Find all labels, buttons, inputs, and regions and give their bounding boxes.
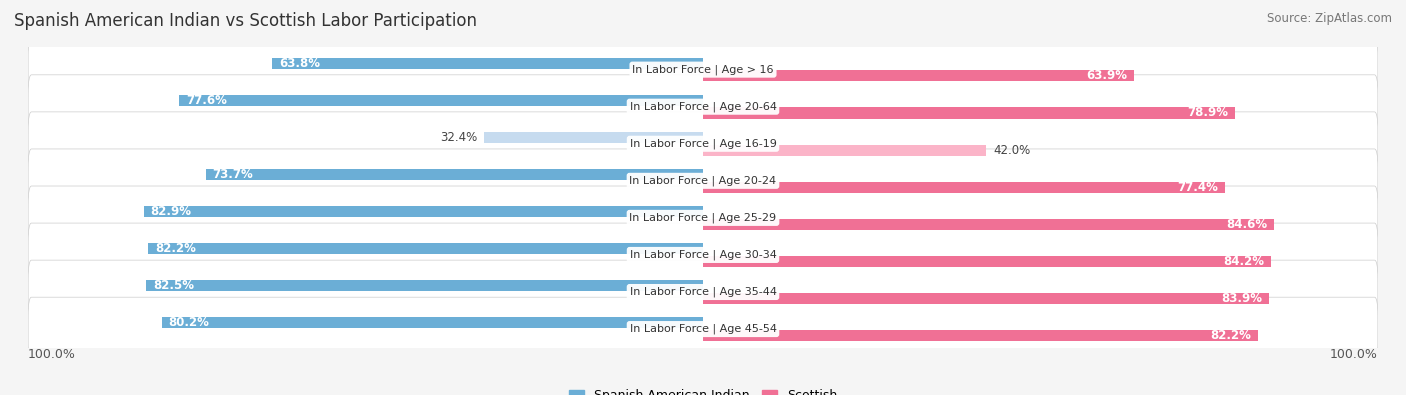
Text: Source: ZipAtlas.com: Source: ZipAtlas.com (1267, 12, 1392, 25)
Bar (484, 132, 703, 143)
Text: 77.4%: 77.4% (1178, 181, 1219, 194)
Text: In Labor Force | Age 20-64: In Labor Force | Age 20-64 (630, 102, 776, 112)
Bar (703, 107, 1236, 118)
Bar (703, 182, 1226, 193)
Bar (148, 243, 703, 254)
Text: 82.2%: 82.2% (155, 242, 195, 255)
FancyBboxPatch shape (28, 260, 1378, 324)
Text: 63.9%: 63.9% (1087, 70, 1128, 83)
Text: In Labor Force | Age 30-34: In Labor Force | Age 30-34 (630, 250, 776, 260)
Text: 83.9%: 83.9% (1222, 292, 1263, 305)
Text: Spanish American Indian vs Scottish Labor Participation: Spanish American Indian vs Scottish Labo… (14, 12, 477, 30)
Text: 82.9%: 82.9% (150, 205, 191, 218)
Text: 84.2%: 84.2% (1223, 255, 1264, 268)
Text: 82.2%: 82.2% (1211, 329, 1251, 342)
Text: In Labor Force | Age 25-29: In Labor Force | Age 25-29 (630, 213, 776, 223)
Text: In Labor Force | Age 45-54: In Labor Force | Age 45-54 (630, 324, 776, 334)
Text: In Labor Force | Age 20-24: In Labor Force | Age 20-24 (630, 175, 776, 186)
Bar (703, 145, 987, 156)
FancyBboxPatch shape (28, 149, 1378, 213)
Bar (703, 256, 1271, 267)
Bar (703, 70, 1135, 81)
Text: 100.0%: 100.0% (1330, 348, 1378, 361)
FancyBboxPatch shape (28, 186, 1378, 250)
Bar (273, 58, 703, 69)
Text: 80.2%: 80.2% (169, 316, 209, 329)
Bar (143, 206, 703, 217)
Text: In Labor Force | Age 35-44: In Labor Force | Age 35-44 (630, 287, 776, 297)
Text: 82.5%: 82.5% (153, 279, 194, 292)
FancyBboxPatch shape (28, 297, 1378, 361)
FancyBboxPatch shape (28, 112, 1378, 176)
Bar (703, 293, 1270, 304)
Bar (146, 280, 703, 291)
Text: 32.4%: 32.4% (440, 131, 478, 144)
Text: In Labor Force | Age 16-19: In Labor Force | Age 16-19 (630, 139, 776, 149)
Bar (703, 330, 1258, 341)
Legend: Spanish American Indian, Scottish: Spanish American Indian, Scottish (564, 384, 842, 395)
Text: 100.0%: 100.0% (28, 348, 76, 361)
Text: In Labor Force | Age > 16: In Labor Force | Age > 16 (633, 64, 773, 75)
Text: 42.0%: 42.0% (993, 143, 1031, 156)
Text: 63.8%: 63.8% (280, 57, 321, 70)
Text: 78.9%: 78.9% (1188, 107, 1229, 120)
FancyBboxPatch shape (28, 38, 1378, 102)
FancyBboxPatch shape (28, 223, 1378, 287)
FancyBboxPatch shape (28, 75, 1378, 139)
Text: 77.6%: 77.6% (186, 94, 226, 107)
Text: 73.7%: 73.7% (212, 168, 253, 181)
Bar (180, 95, 703, 106)
Bar (162, 317, 703, 328)
Bar (703, 218, 1274, 230)
Bar (205, 169, 703, 180)
Text: 84.6%: 84.6% (1226, 218, 1267, 231)
